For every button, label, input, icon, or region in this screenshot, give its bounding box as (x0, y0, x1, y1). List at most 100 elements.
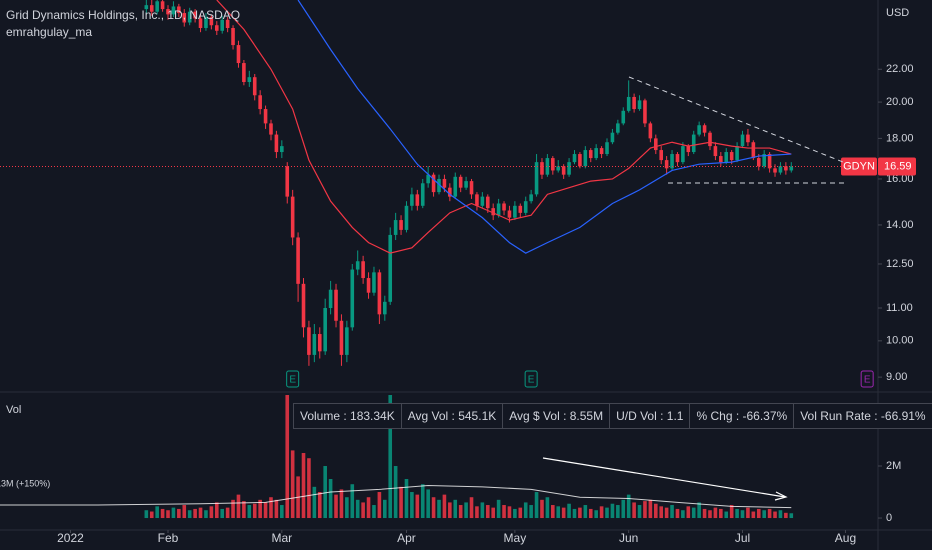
volume-bar (751, 511, 756, 519)
candle-body (491, 208, 495, 216)
volume-bar (144, 510, 149, 519)
candle-body (594, 148, 598, 159)
volume-bar (518, 507, 523, 519)
volume-bar (214, 502, 219, 519)
volume-bar (621, 499, 626, 519)
candle-body (231, 27, 235, 46)
candle-body (719, 156, 723, 163)
stat-item: Volume : 183.34K (294, 404, 402, 428)
candle-body (740, 134, 745, 147)
volume-stats: Volume : 183.34K Avg Vol : 545.1K Avg $ Vo… (293, 403, 932, 429)
volume-bar (220, 508, 225, 519)
volume-pane (0, 395, 794, 519)
volume-bar (388, 395, 393, 519)
y-tick-label: 16.00 (886, 173, 914, 185)
volume-bar (491, 507, 495, 519)
candle-body (616, 123, 620, 133)
volume-bar (312, 486, 317, 519)
candle-body (437, 178, 441, 193)
volume-bar (643, 501, 647, 519)
candle-body (480, 196, 485, 206)
candle-body (659, 150, 664, 161)
volume-bar (719, 508, 723, 519)
volume-bar (659, 506, 664, 519)
candle-body (247, 77, 252, 83)
earnings-label: E (289, 375, 296, 386)
volume-bar (372, 505, 376, 519)
candle-body (458, 176, 463, 188)
volume-bar (404, 479, 409, 519)
volume-bar (540, 499, 544, 519)
volume-bar (502, 505, 506, 519)
volume-bar (366, 497, 371, 519)
volume-bar (420, 484, 425, 519)
moving-average (216, 0, 792, 254)
candle-body (697, 125, 701, 135)
volume-bar (773, 511, 777, 519)
candle-body (393, 220, 398, 235)
candle-body (610, 132, 615, 143)
y-tick-label: 22.00 (886, 63, 914, 75)
volume-bar (377, 492, 382, 519)
trend-line-upper (628, 76, 844, 163)
y-tick-label: 10.00 (886, 335, 914, 347)
volume-bar (691, 507, 696, 519)
x-tick-label: 2022 (57, 531, 84, 545)
volume-bar (171, 507, 176, 519)
candle-body (681, 146, 685, 163)
candle-body (534, 162, 539, 195)
x-tick-label: Feb (158, 531, 179, 545)
candle-body (567, 162, 571, 175)
moving-average (297, 0, 792, 254)
volume-bar (242, 501, 246, 519)
earnings-label: E (864, 375, 871, 386)
volume-bar (431, 497, 436, 519)
candle-body (366, 278, 371, 293)
earnings-marker (860, 370, 874, 388)
volume-bar (361, 502, 365, 519)
volume-bar (355, 499, 360, 519)
candle-body (708, 132, 712, 147)
candle-body (280, 146, 284, 153)
y-tick-label: 12.50 (886, 258, 914, 270)
candle-body (507, 210, 512, 218)
volume-bar (578, 507, 582, 519)
candle-body (670, 154, 674, 169)
stat-item: U/D Vol : 1.1 (610, 404, 691, 428)
candle-body (274, 134, 279, 153)
candle-body (426, 174, 430, 184)
volume-bar (653, 503, 658, 519)
stat-item: % Chg : -66.37% (690, 404, 795, 428)
chart-author: emrahgulay_ma (6, 25, 92, 39)
candle-body (784, 166, 788, 171)
volume-bar (507, 506, 512, 519)
candle-body (166, 9, 170, 15)
volume-bar (252, 503, 257, 519)
candle-body (377, 272, 382, 315)
volume-bar (756, 508, 761, 519)
candle-body (252, 77, 257, 96)
volume-bar (334, 494, 338, 519)
volume-bar (464, 502, 468, 519)
candle-body (334, 289, 338, 321)
price-tag-label: 16.59 (884, 160, 912, 172)
volume-bar (437, 499, 441, 519)
volume-bar (426, 489, 430, 519)
volume-bar (480, 502, 485, 519)
volume-bar (556, 506, 561, 519)
candle-body (767, 154, 772, 169)
arrow-head (774, 491, 788, 501)
candle-body (399, 220, 403, 230)
volume-bar (610, 503, 615, 519)
earnings-marker (286, 370, 300, 388)
candle-body (236, 45, 241, 64)
volume-tick-label: 0 (886, 512, 892, 524)
volume-title: Vol (6, 404, 21, 416)
volume-bar (350, 484, 355, 519)
candle-body (583, 150, 588, 167)
axes: 9.00 10.00 11.00 12.50 14.00 16.00 18.00 20.00 2… (57, 63, 916, 545)
volume-bar (225, 507, 230, 519)
candle-body (778, 166, 783, 173)
candle-body (475, 194, 479, 206)
